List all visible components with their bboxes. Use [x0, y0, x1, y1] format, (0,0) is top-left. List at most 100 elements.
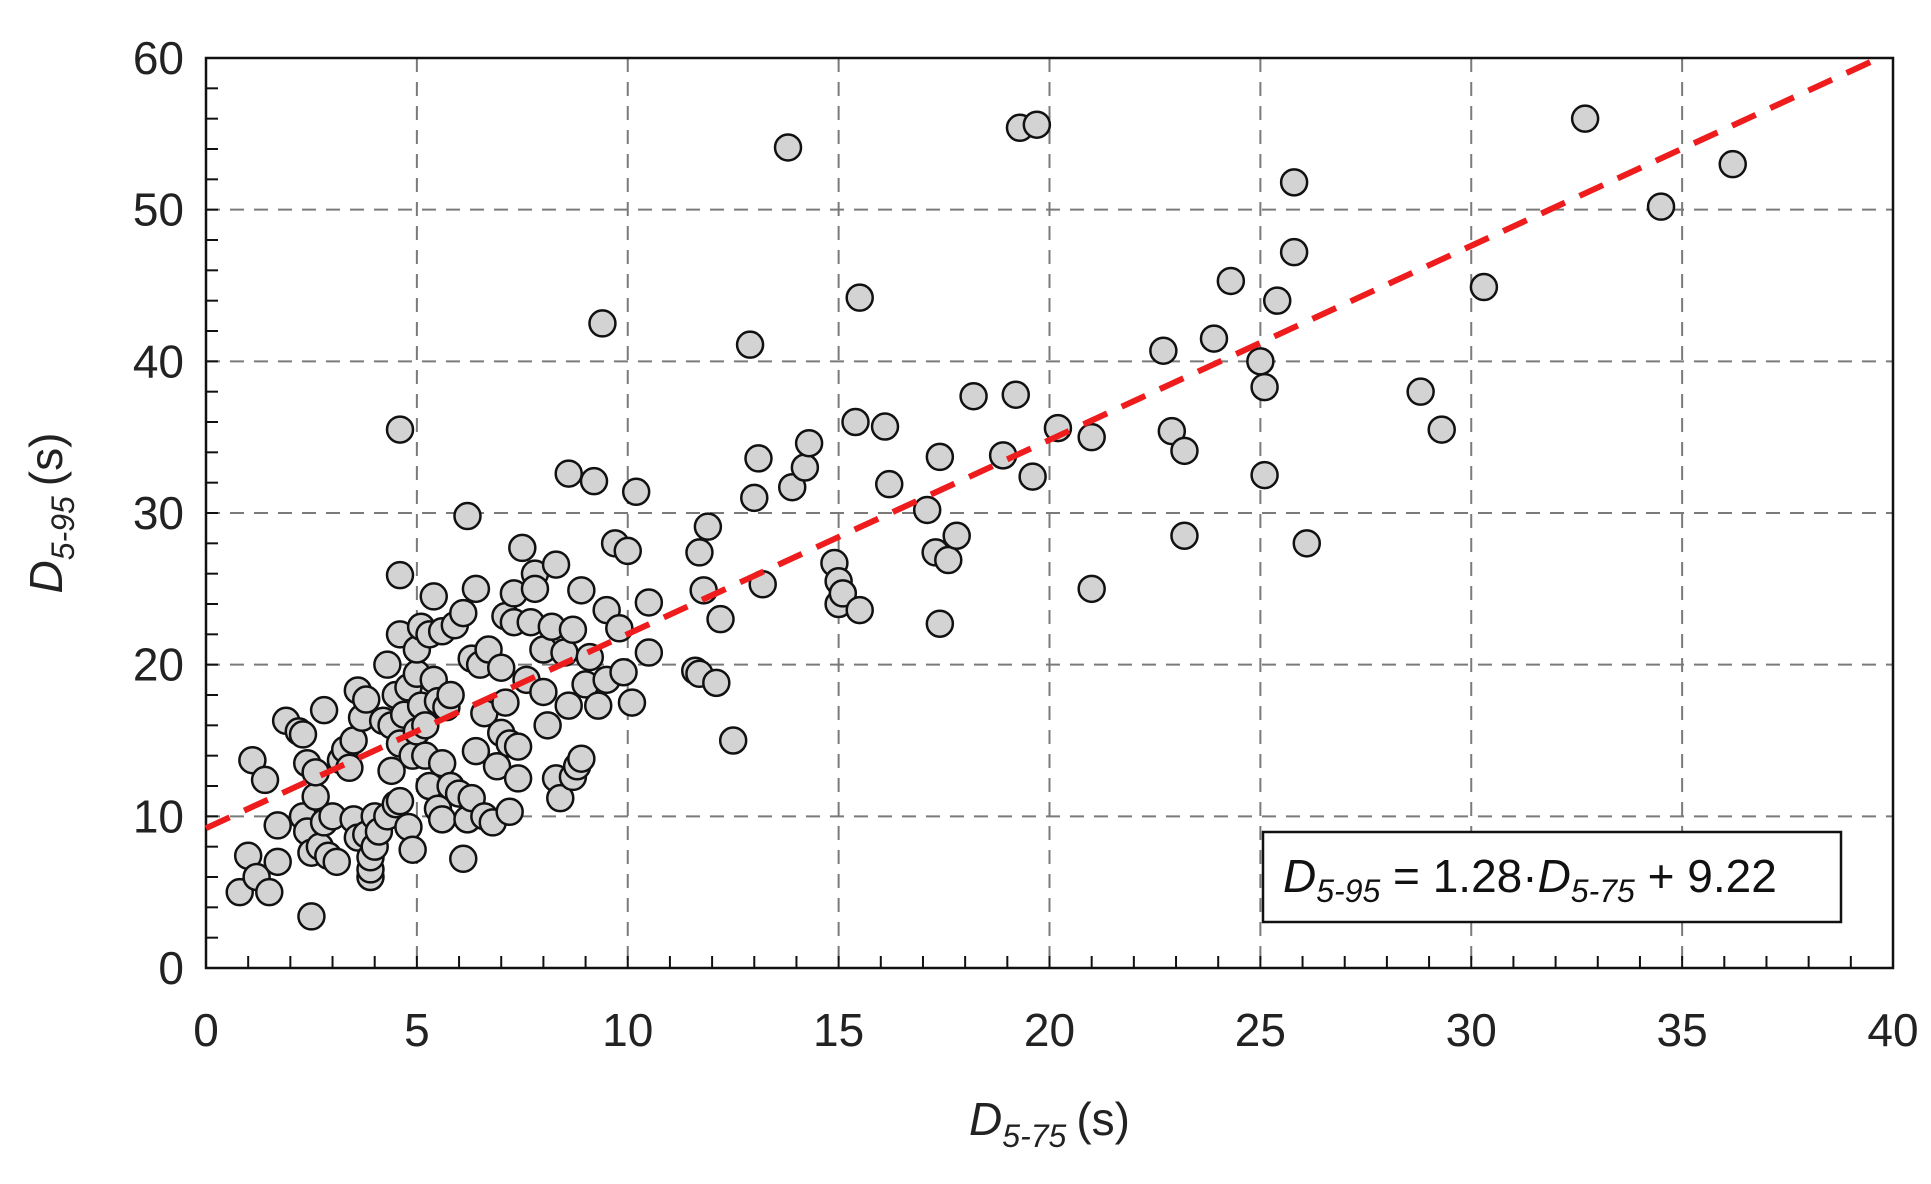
data-point [579, 466, 609, 496]
data-point [567, 744, 596, 773]
data-point [322, 847, 351, 877]
data-point [288, 720, 318, 749]
y-tick-label: 30 [133, 487, 184, 539]
equation-box [1261, 830, 1843, 924]
data-point [398, 835, 427, 864]
x-tick-label: 40 [1867, 1004, 1918, 1056]
data-point [828, 579, 858, 608]
data-point [925, 609, 955, 638]
data-point [1077, 574, 1106, 604]
data-point [588, 309, 617, 338]
data-point [482, 752, 512, 781]
data-point [449, 844, 478, 874]
data-point [554, 459, 583, 488]
data-point [533, 711, 562, 740]
equation-rhs-sub: 5-75 [1571, 873, 1635, 909]
y-tick-label: 60 [133, 32, 184, 84]
x-axis-title-sub: 5-75 [1002, 1118, 1066, 1154]
data-point [263, 811, 292, 840]
data-point [419, 582, 448, 611]
data-point [1250, 372, 1279, 402]
x-tick-label: 35 [1657, 1004, 1708, 1056]
data-point [385, 560, 415, 590]
data-point [685, 538, 714, 567]
data-point [706, 604, 735, 634]
data-point [634, 588, 664, 617]
data-point [959, 381, 988, 411]
data-point [238, 745, 267, 775]
data-point [617, 688, 647, 717]
data-point [461, 736, 491, 766]
data-point [1262, 286, 1292, 315]
data-point [609, 658, 638, 687]
x-axis-title: D5-75 (s) [969, 1093, 1130, 1154]
data-point [1018, 462, 1047, 491]
x-tick-label: 15 [813, 1004, 864, 1056]
data-point [352, 685, 381, 714]
data-point [263, 847, 292, 877]
data-point [583, 691, 613, 720]
data-point [541, 550, 571, 579]
data-point [453, 501, 482, 531]
data-point [427, 805, 457, 834]
data-point [845, 283, 874, 312]
data-point [874, 469, 904, 499]
data-point [1718, 149, 1747, 179]
data-point [794, 428, 824, 458]
data-point [520, 574, 550, 604]
x-tick-labels: 0 5 10 15 20 25 30 35 40 [193, 1004, 1918, 1056]
data-point [558, 615, 588, 645]
y-tick-label: 40 [133, 335, 184, 387]
data-point [621, 477, 651, 507]
data-point [309, 695, 339, 725]
x-axis-title-unit: (s) [1076, 1093, 1130, 1145]
data-point [740, 483, 769, 513]
data-point [613, 536, 642, 566]
data-point [529, 677, 558, 707]
x-tick-label: 0 [193, 1004, 219, 1056]
data-point [870, 412, 900, 441]
data-point [1246, 347, 1275, 376]
plot-frame [204, 56, 1895, 970]
data-point [1077, 422, 1106, 452]
data-point [1279, 237, 1309, 267]
data-point [702, 668, 731, 698]
y-axis-title-main: D [20, 560, 72, 593]
equation-mid: = 1.28· [1380, 850, 1537, 902]
data-point [1469, 272, 1499, 302]
x-tick-label: 5 [404, 1004, 430, 1056]
data-point [1001, 380, 1031, 409]
data-point [1406, 377, 1435, 406]
data-point [744, 444, 773, 473]
data-point [1570, 104, 1600, 133]
data-point [718, 726, 748, 755]
data-point [554, 691, 583, 720]
grid-lines [206, 58, 1893, 968]
data-point [634, 638, 664, 667]
data-point [693, 512, 723, 541]
data-point [1250, 460, 1279, 490]
data-point [1170, 521, 1199, 550]
data-point [845, 595, 874, 625]
x-tick-label: 25 [1235, 1004, 1286, 1056]
data-point [491, 688, 520, 717]
data-point [790, 453, 820, 482]
data-point [605, 614, 634, 643]
data-point [461, 574, 491, 604]
data-point [1199, 324, 1229, 353]
data-point [925, 442, 955, 472]
regression-line [204, 55, 1881, 831]
data-point [1646, 192, 1676, 221]
x-tick-label: 20 [1024, 1004, 1075, 1056]
data-point [297, 902, 326, 931]
data-point [385, 415, 415, 444]
data-point [255, 877, 284, 907]
data-point [735, 330, 765, 359]
data-point [250, 765, 280, 795]
x-tick-label: 30 [1446, 1004, 1497, 1056]
data-point [385, 786, 415, 816]
data-point [1279, 168, 1309, 197]
data-point [841, 407, 870, 437]
data-point [394, 812, 423, 842]
